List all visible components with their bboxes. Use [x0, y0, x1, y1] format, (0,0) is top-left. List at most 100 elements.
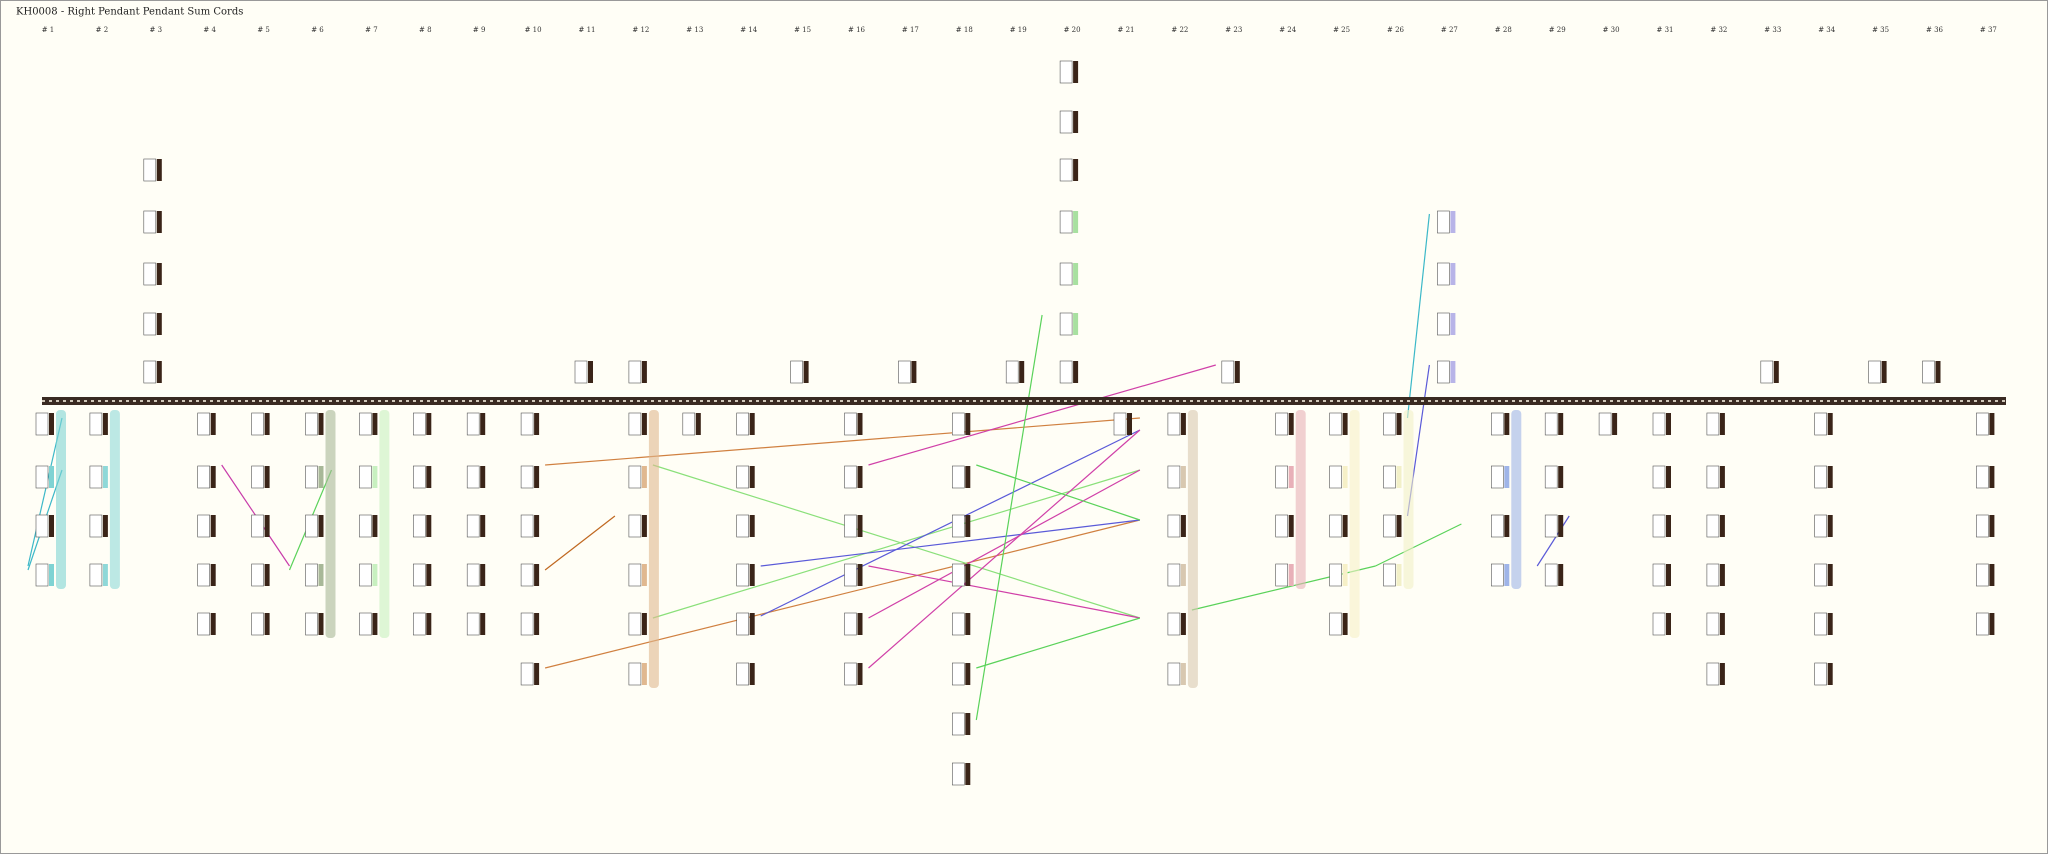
column-label: # 31 — [1657, 26, 1674, 34]
cord-box — [1329, 514, 1342, 538]
cord-group-band — [56, 410, 66, 589]
cord — [1504, 515, 1510, 537]
cord — [1666, 413, 1671, 435]
cord — [156, 211, 162, 233]
cord-box — [951, 762, 965, 786]
cord-box — [359, 612, 372, 636]
cord — [1450, 361, 1456, 383]
column-label: # 24 — [1279, 26, 1297, 34]
cord — [857, 466, 863, 488]
cord — [749, 515, 755, 537]
cord-box — [951, 514, 965, 538]
cord-box — [628, 465, 642, 489]
cord-box — [736, 612, 750, 636]
cord-box — [628, 662, 642, 686]
cord-box — [1005, 360, 1019, 384]
cord — [102, 413, 108, 435]
cord — [426, 613, 432, 635]
cord-box — [1491, 514, 1504, 538]
cord-box — [1652, 514, 1666, 538]
cord-box — [1706, 412, 1720, 436]
cord — [1073, 111, 1079, 133]
cord-box — [520, 412, 534, 436]
cord — [1827, 564, 1833, 586]
cord-box — [1976, 612, 1989, 636]
cord — [1342, 466, 1348, 488]
cord — [1558, 466, 1564, 488]
sum-link — [1536, 515, 1570, 567]
cord — [1288, 466, 1294, 488]
cord-box — [1652, 612, 1666, 636]
cord-box — [1059, 158, 1073, 182]
cord-box — [35, 563, 49, 587]
cord-box — [1113, 412, 1127, 436]
cord-box — [466, 465, 480, 489]
cord — [857, 515, 863, 537]
column-label: # 32 — [1710, 26, 1727, 34]
sum-link — [1406, 213, 1430, 419]
cord-box — [682, 412, 696, 436]
cord-box — [1544, 514, 1558, 538]
column-label: # 5 — [257, 26, 270, 34]
cord — [318, 613, 324, 635]
cord — [641, 613, 647, 635]
cord — [1666, 613, 1671, 635]
cord-box — [1383, 412, 1396, 436]
cord-box — [305, 412, 318, 436]
cord-box — [898, 360, 911, 384]
cord — [749, 466, 755, 488]
cord-box — [1329, 563, 1342, 587]
cord — [1342, 515, 1348, 537]
cord-box — [1383, 514, 1396, 538]
cord — [1666, 466, 1671, 488]
cord — [1504, 564, 1510, 586]
cord — [1666, 515, 1671, 537]
cord-box — [1976, 514, 1989, 538]
cord — [156, 263, 162, 285]
cord-box — [628, 360, 642, 384]
cord-box — [520, 514, 534, 538]
column-label: # 3 — [150, 26, 163, 34]
column-label: # 7 — [365, 26, 378, 34]
column-label: # 26 — [1387, 26, 1405, 34]
cord — [1180, 564, 1186, 586]
cord — [49, 413, 54, 435]
cord — [1719, 466, 1725, 488]
cord-box — [1976, 412, 1989, 436]
cord — [480, 515, 486, 537]
cord — [1342, 413, 1348, 435]
cord — [1450, 313, 1456, 335]
cord — [480, 413, 486, 435]
cord — [426, 466, 432, 488]
column-label: # 13 — [686, 26, 703, 34]
cord-box — [736, 412, 750, 436]
column-label: # 28 — [1495, 26, 1512, 34]
cord — [1180, 413, 1186, 435]
cord — [641, 413, 647, 435]
cord-box — [305, 612, 318, 636]
cord — [749, 613, 755, 635]
cord-box — [197, 514, 210, 538]
cord — [1989, 564, 1995, 586]
cord-box — [1167, 514, 1181, 538]
column-label: # 33 — [1764, 26, 1781, 34]
cord — [156, 361, 162, 383]
cord-box — [143, 210, 157, 234]
cord-group-band — [1349, 410, 1360, 638]
cord-box — [1437, 312, 1450, 336]
cord-box — [412, 514, 426, 538]
cord-box — [1059, 210, 1073, 234]
column-label: # 27 — [1441, 26, 1458, 34]
cord-box — [1329, 465, 1342, 489]
cord — [1719, 663, 1725, 685]
cord — [426, 515, 432, 537]
cord-box — [1706, 563, 1720, 587]
cord-group-band — [109, 410, 120, 589]
cord-box — [466, 563, 480, 587]
cord — [1396, 466, 1402, 488]
column-label: # 14 — [740, 26, 758, 34]
column-label: # 15 — [794, 26, 811, 34]
cord-box — [1491, 563, 1504, 587]
cord — [965, 413, 971, 435]
cord — [1827, 613, 1833, 635]
